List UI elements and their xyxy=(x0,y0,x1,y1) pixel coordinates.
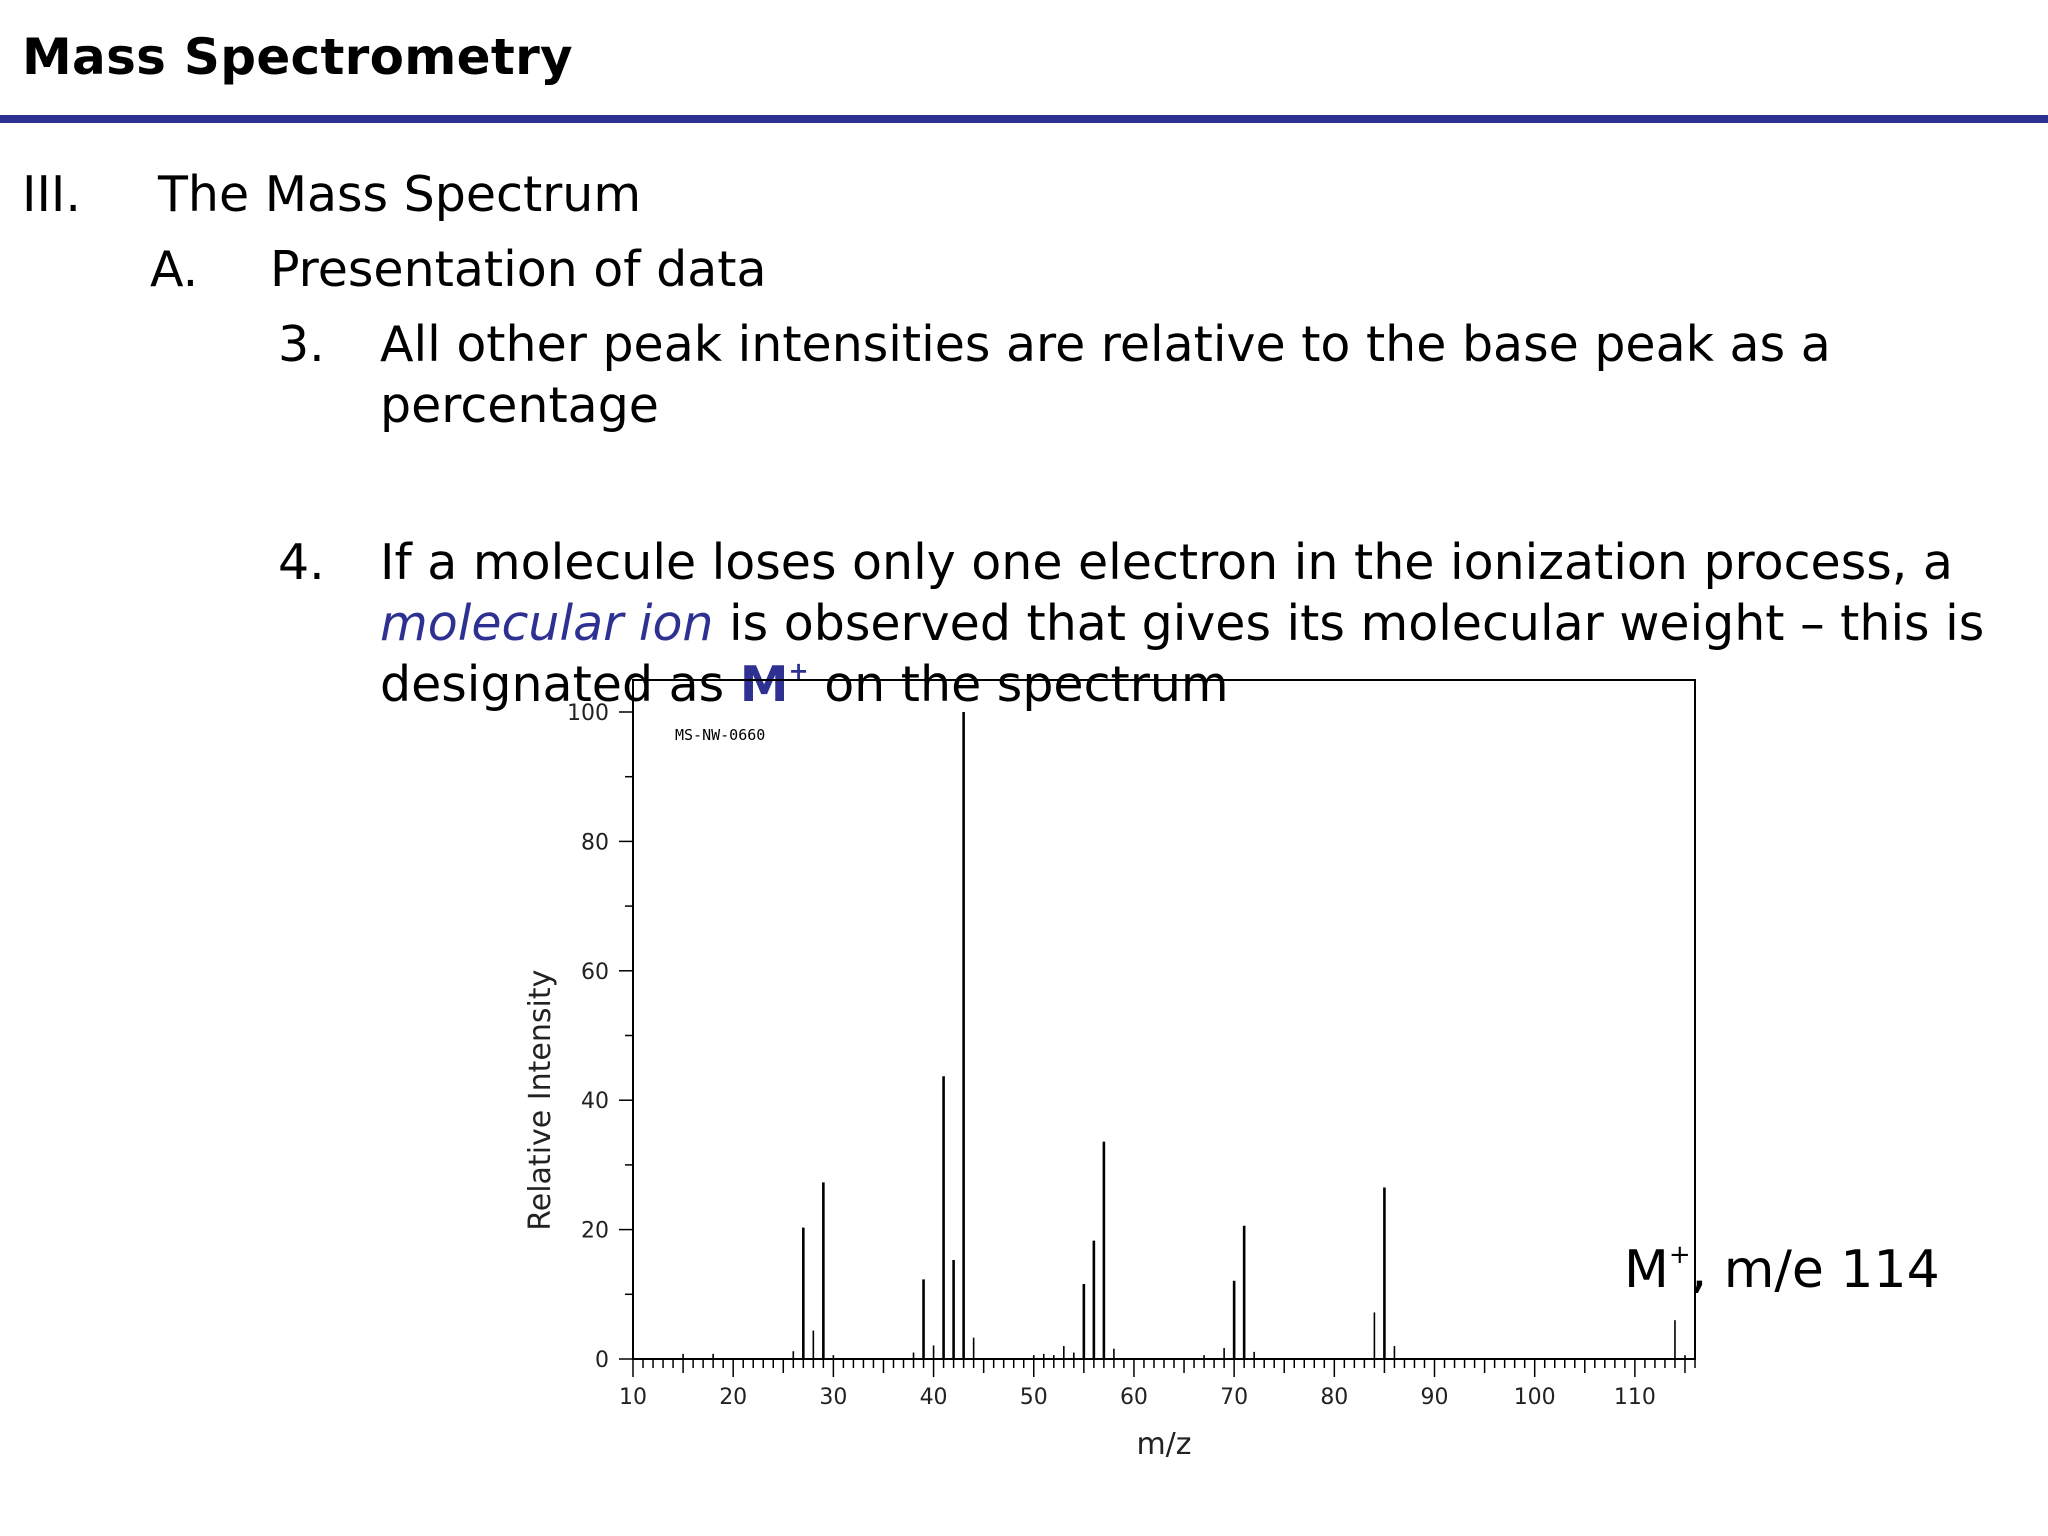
y-tick-label: 0 xyxy=(595,1348,609,1373)
y-tick-label: 20 xyxy=(581,1219,609,1244)
y-tick-label: 60 xyxy=(581,960,609,985)
section-numeral: III. xyxy=(22,166,81,223)
y-axis-label: Relative Intensity xyxy=(523,970,558,1231)
section-text: The Mass Spectrum xyxy=(158,166,642,223)
point4-line2-rest: is observed that gives its molecular wei… xyxy=(713,595,1985,652)
point3-line2: percentage xyxy=(380,377,659,434)
point3-number: 3. xyxy=(278,316,325,373)
title-rule xyxy=(0,115,2048,123)
spectrum-id-label: MS-NW-0660 xyxy=(675,726,765,744)
x-tick-label: 30 xyxy=(819,1385,847,1410)
x-tick-label: 70 xyxy=(1220,1385,1248,1410)
point4-number: 4. xyxy=(278,534,325,591)
slide-title: Mass Spectrometry xyxy=(22,28,573,86)
point4-line3-a: designated as xyxy=(380,656,740,713)
subsection-letter: A. xyxy=(150,241,199,298)
x-tick-label: 110 xyxy=(1614,1385,1656,1410)
y-tick-label: 80 xyxy=(581,830,609,855)
annotation-m: M xyxy=(1624,1240,1669,1300)
molecular-ion-term: molecular ion xyxy=(380,595,714,652)
mass-spectrum-chart: 0 20 40 60 80 100 10 20 30 40 50 60 70 80 90 100 110 m/z R… xyxy=(523,679,1696,1462)
point4-line2: molecular ion is observed that gives its… xyxy=(380,593,1984,655)
plus-superscript: + xyxy=(788,657,809,685)
x-tick-label: 80 xyxy=(1320,1385,1348,1410)
m-plus-symbol: M+ xyxy=(740,656,809,713)
x-tick-label: 90 xyxy=(1421,1385,1449,1410)
m-symbol: M xyxy=(739,656,789,713)
x-axis-label: m/z xyxy=(1136,1427,1191,1462)
x-tick-label: 50 xyxy=(1020,1385,1048,1410)
x-tick-label: 100 xyxy=(1514,1385,1556,1410)
point4-line1: If a molecule loses only one electron in… xyxy=(380,534,1953,591)
molecular-ion-annotation: M+, m/e 114 xyxy=(1624,1240,1940,1300)
x-tick-label: 10 xyxy=(619,1385,647,1410)
point4-line3-b: on the spectrum xyxy=(808,656,1229,713)
x-tick-label: 40 xyxy=(920,1385,948,1410)
point3-line1: All other peak intensities are relative … xyxy=(380,316,1831,373)
y-tick-label: 100 xyxy=(567,701,609,726)
annotation-text: , m/e 114 xyxy=(1690,1240,1940,1300)
subsection-text: Presentation of data xyxy=(270,241,767,298)
x-tick-label: 20 xyxy=(719,1385,747,1410)
annotation-plus: + xyxy=(1668,1240,1691,1270)
y-tick-label: 40 xyxy=(581,1089,609,1114)
x-tick-label: 60 xyxy=(1120,1385,1148,1410)
point4-line3: designated as M+ on the spectrum xyxy=(380,654,1229,716)
plot-frame xyxy=(632,679,1696,1360)
